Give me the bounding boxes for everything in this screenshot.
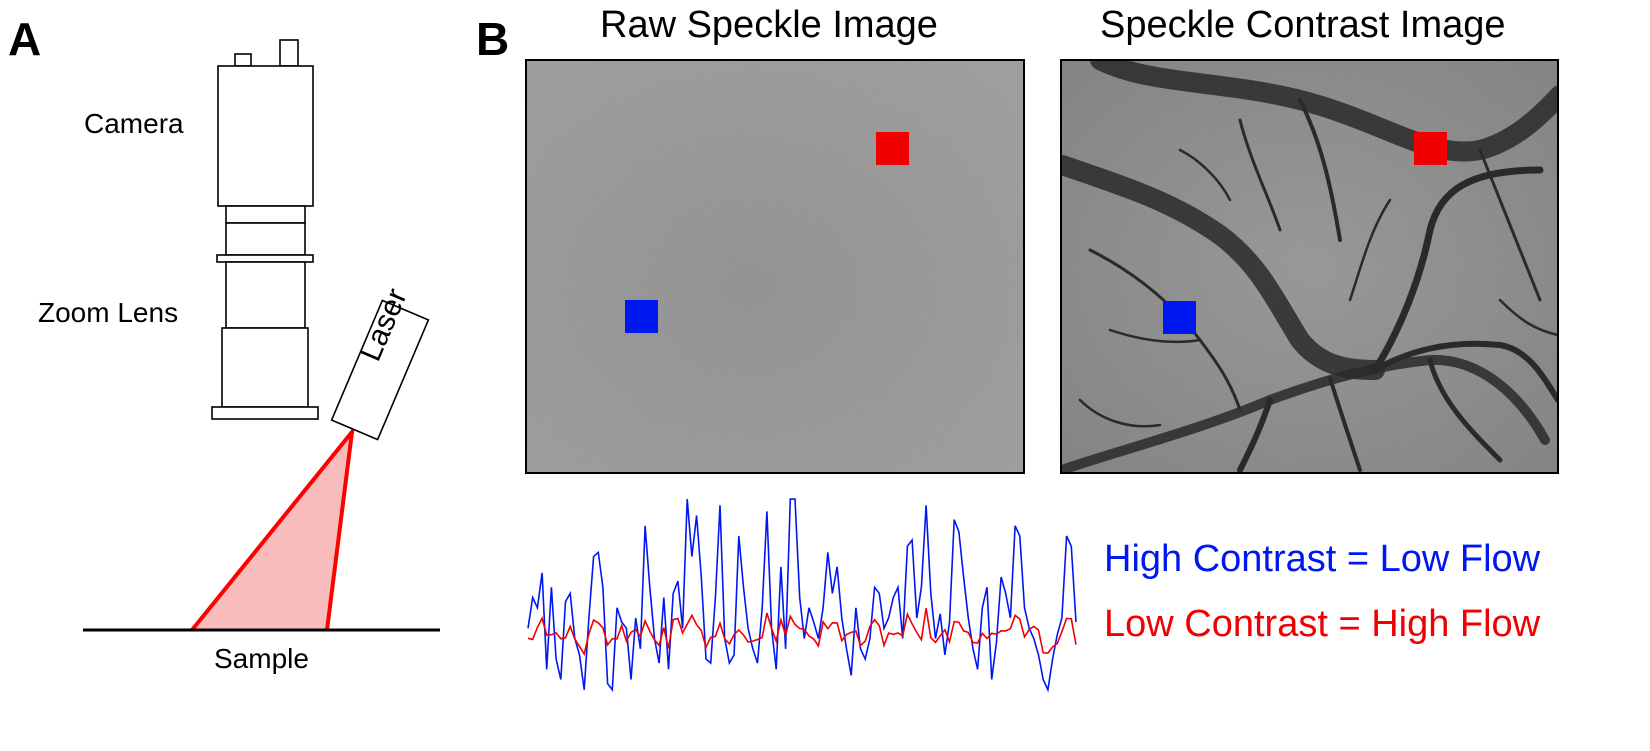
lens-ring-upper <box>225 205 306 224</box>
panel-a-letter: A <box>8 13 42 65</box>
legend-high-contrast: High Contrast = Low Flow <box>1104 538 1541 580</box>
raw-image-title: Raw Speckle Image <box>600 4 938 46</box>
camera-label: Camera <box>84 108 184 139</box>
roi-red-raw <box>876 132 909 165</box>
sample-label: Sample <box>214 643 309 674</box>
speckle-contrast-image <box>1060 59 1559 474</box>
roi-red-contrast <box>1414 132 1447 165</box>
lens-flange <box>216 254 314 263</box>
blood-vessels <box>1062 60 1558 472</box>
camera-body <box>217 65 314 207</box>
roi-blue-contrast <box>1163 301 1196 334</box>
zoom-lens-base <box>211 406 319 420</box>
high-contrast-trace <box>527 498 1077 693</box>
lens-barrel-upper <box>225 222 306 256</box>
legend-low-contrast: Low Contrast = High Flow <box>1104 603 1541 645</box>
zoom-lens-label: Zoom Lens <box>38 297 179 328</box>
camera-connector-left <box>234 53 252 67</box>
low-contrast-trace <box>527 607 1077 657</box>
laser-device <box>330 299 430 441</box>
roi-blue-raw <box>625 300 658 333</box>
zoom-lens-body <box>225 261 306 329</box>
camera-connector-right <box>279 39 299 67</box>
contrast-image-title: Speckle Contrast Image <box>1100 4 1506 46</box>
raw-speckle-image <box>525 59 1025 474</box>
panel-b-letter: B <box>476 13 510 65</box>
camera-apparatus <box>211 39 319 420</box>
zoom-lens-lower <box>221 327 309 408</box>
laser-beam-edges <box>190 425 355 632</box>
